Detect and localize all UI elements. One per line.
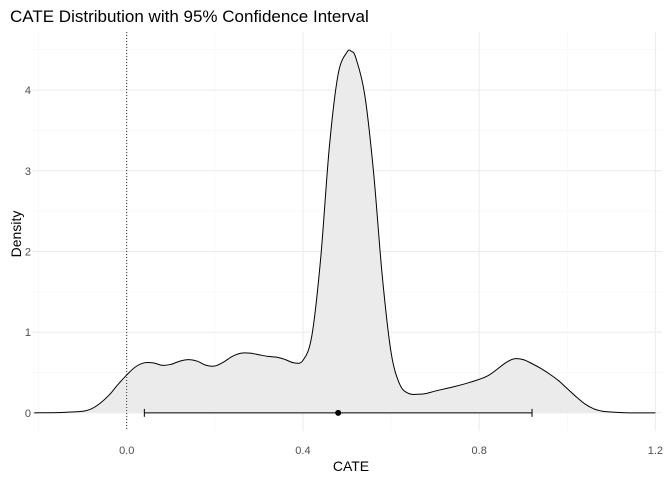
chart-title: CATE Distribution with 95% Confidence In…: [10, 7, 369, 26]
y-tick-label: 2: [25, 246, 31, 258]
confidence-interval: [143, 408, 533, 417]
x-axis-ticks: 0.0 0.4 0.8 1.2: [119, 445, 663, 457]
x-tick-label: 1.2: [648, 445, 663, 457]
y-tick-label: 4: [25, 85, 31, 97]
point-estimate: [335, 409, 342, 416]
y-tick-label: 3: [25, 166, 31, 178]
x-tick-label: 0.0: [119, 445, 134, 457]
x-tick-label: 0.4: [295, 445, 310, 457]
x-axis-title: CATE: [333, 458, 369, 474]
y-tick-label: 0: [25, 408, 31, 420]
density-line: [34, 49, 656, 414]
y-axis-ticks: 0 1 2 3 4: [25, 85, 31, 420]
x-tick-label: 0.8: [472, 445, 487, 457]
density-area: [34, 49, 656, 413]
y-tick-label: 1: [25, 327, 31, 339]
y-axis-title: Density: [8, 211, 24, 258]
